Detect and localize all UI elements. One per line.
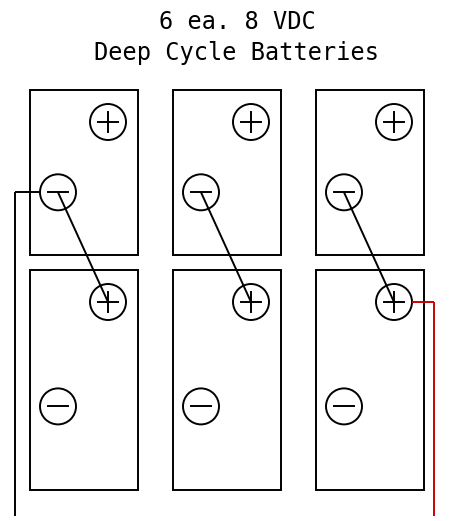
Text: 6 ea. 8 VDC: 6 ea. 8 VDC: [159, 10, 315, 34]
Bar: [316, 90, 424, 255]
Bar: [30, 90, 138, 255]
Bar: [173, 270, 281, 490]
Text: Deep Cycle Batteries: Deep Cycle Batteries: [94, 41, 380, 65]
Bar: [316, 270, 424, 490]
Bar: [173, 90, 281, 255]
Bar: [30, 270, 138, 490]
